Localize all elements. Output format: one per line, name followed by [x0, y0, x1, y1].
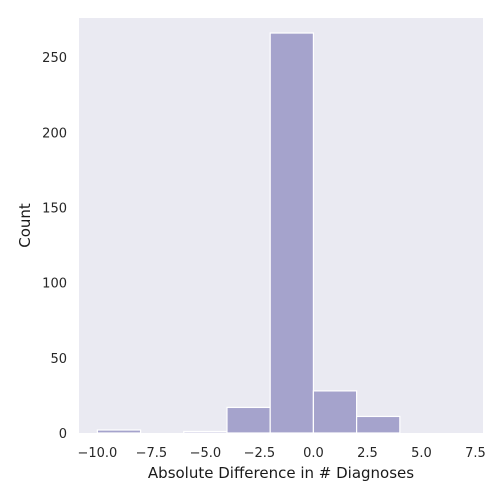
bars-layer [96, 32, 401, 434]
histogram-bar [183, 430, 228, 434]
x-tick-label: −5.0 [190, 446, 222, 461]
histogram-bar [96, 429, 142, 434]
y-tick-labels: 0 50 100 150 200 250 [42, 51, 67, 442]
y-tick-label: 250 [42, 51, 67, 66]
y-tick-label: 200 [42, 126, 67, 141]
histogram-bar [269, 32, 315, 434]
x-axis-label: Absolute Difference in # Diagnoses [148, 464, 414, 482]
y-tick-label: 0 [59, 427, 67, 442]
y-tick-label: 50 [50, 352, 67, 367]
x-tick-label: 2.5 [357, 446, 378, 461]
histogram-bar [226, 406, 271, 434]
x-tick-label: −7.5 [136, 446, 168, 461]
y-axis-label: Count [16, 203, 34, 248]
x-tick-label: −2.5 [244, 446, 276, 461]
y-tick-label: 150 [42, 201, 67, 216]
x-tick-label: 5.0 [411, 446, 432, 461]
histogram-bar [356, 415, 401, 434]
x-tick-label: 0.0 [303, 446, 324, 461]
x-tick-labels: −10.0 −7.5 −5.0 −2.5 0.0 2.5 5.0 7.5 [77, 446, 485, 461]
x-tick-label: −10.0 [77, 446, 117, 461]
histogram-bar [312, 390, 358, 434]
y-tick-label: 100 [42, 277, 67, 292]
x-tick-label: 7.5 [465, 446, 486, 461]
